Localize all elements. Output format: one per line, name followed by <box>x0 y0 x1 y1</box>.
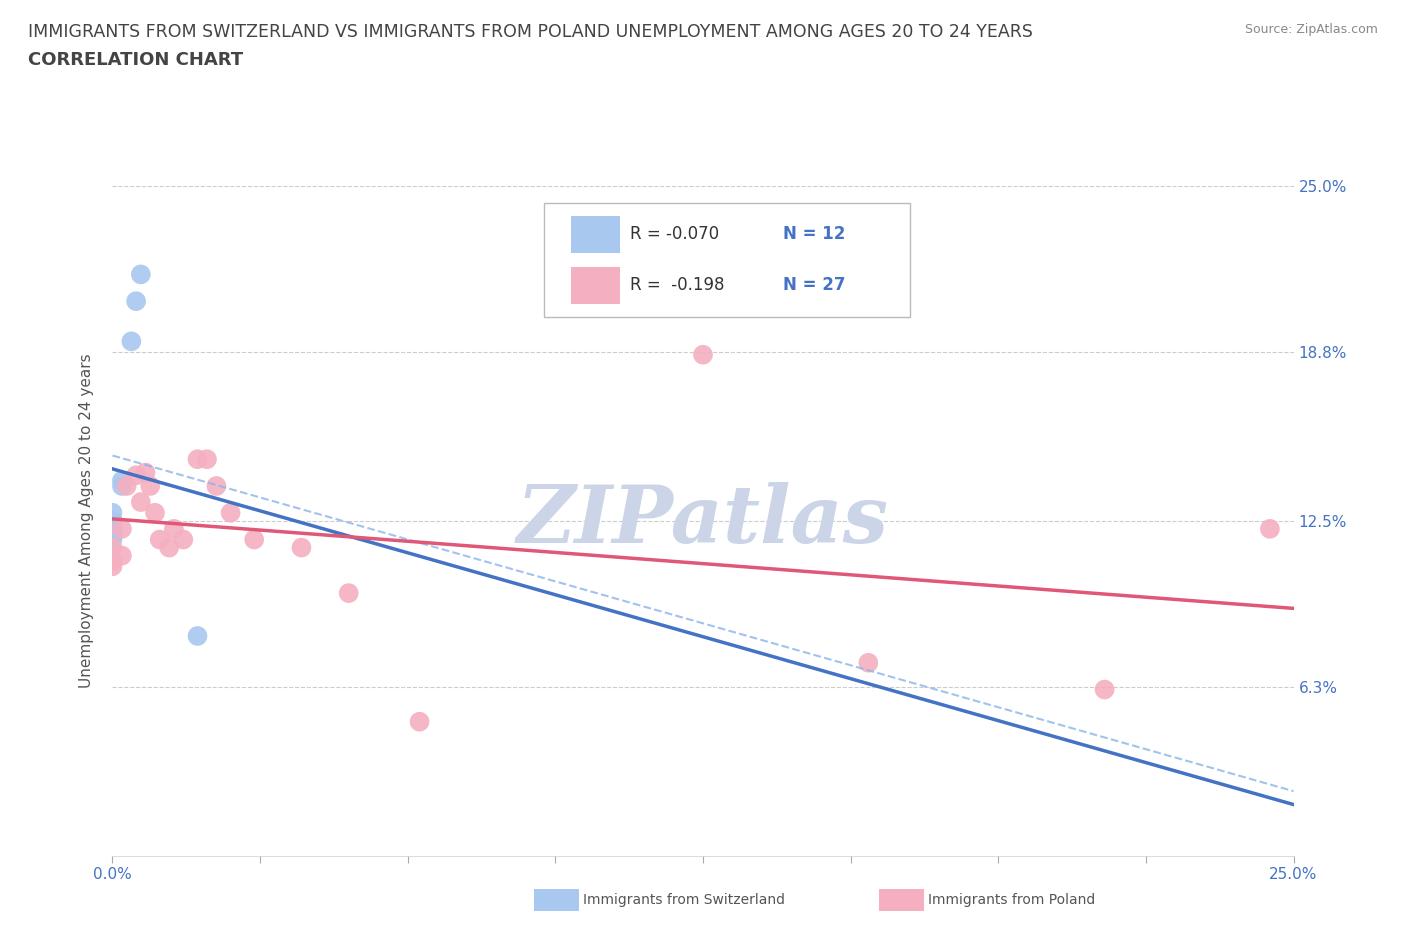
Bar <box>571 216 620 253</box>
Point <box>120 334 142 349</box>
Point <box>111 548 134 563</box>
Point <box>205 479 228 494</box>
Point <box>101 553 124 568</box>
Point <box>149 532 172 547</box>
Point <box>172 532 194 547</box>
Point <box>157 540 180 555</box>
Point <box>139 479 162 494</box>
Point <box>111 522 134 537</box>
FancyBboxPatch shape <box>544 203 910 316</box>
Y-axis label: Unemployment Among Ages 20 to 24 years: Unemployment Among Ages 20 to 24 years <box>79 353 94 688</box>
Point <box>111 479 134 494</box>
Point <box>143 505 166 520</box>
Point <box>129 495 152 510</box>
Point <box>195 452 218 467</box>
Text: Source: ZipAtlas.com: Source: ZipAtlas.com <box>1244 23 1378 36</box>
Text: Immigrants from Switzerland: Immigrants from Switzerland <box>583 893 786 908</box>
Bar <box>571 267 620 303</box>
Point <box>101 526 124 541</box>
Point <box>101 559 124 574</box>
Text: CORRELATION CHART: CORRELATION CHART <box>28 51 243 69</box>
Point <box>101 513 124 528</box>
Point <box>129 267 152 282</box>
Point <box>125 294 148 309</box>
Point <box>111 473 134 488</box>
Point <box>101 540 124 555</box>
Point <box>163 522 186 537</box>
Point <box>135 465 157 480</box>
Point <box>1258 522 1281 537</box>
Point <box>101 522 124 537</box>
Point <box>186 452 208 467</box>
Point <box>290 540 312 555</box>
Point <box>243 532 266 547</box>
Text: R =  -0.198: R = -0.198 <box>630 276 724 294</box>
Point <box>101 513 124 528</box>
Point <box>101 505 124 520</box>
Point <box>858 656 880 671</box>
Point <box>101 532 124 547</box>
Point <box>125 468 148 483</box>
Text: ZIPatlas: ZIPatlas <box>517 482 889 560</box>
Point <box>408 714 430 729</box>
Text: N = 27: N = 27 <box>783 276 846 294</box>
Text: R = -0.070: R = -0.070 <box>630 225 718 244</box>
Point <box>692 347 714 362</box>
Text: Immigrants from Poland: Immigrants from Poland <box>928 893 1095 908</box>
Point <box>219 505 242 520</box>
Point <box>186 629 208 644</box>
Text: N = 12: N = 12 <box>783 225 845 244</box>
Text: IMMIGRANTS FROM SWITZERLAND VS IMMIGRANTS FROM POLAND UNEMPLOYMENT AMONG AGES 20: IMMIGRANTS FROM SWITZERLAND VS IMMIGRANT… <box>28 23 1033 41</box>
Point <box>1094 682 1116 697</box>
Point <box>337 586 360 601</box>
Point <box>115 479 138 494</box>
